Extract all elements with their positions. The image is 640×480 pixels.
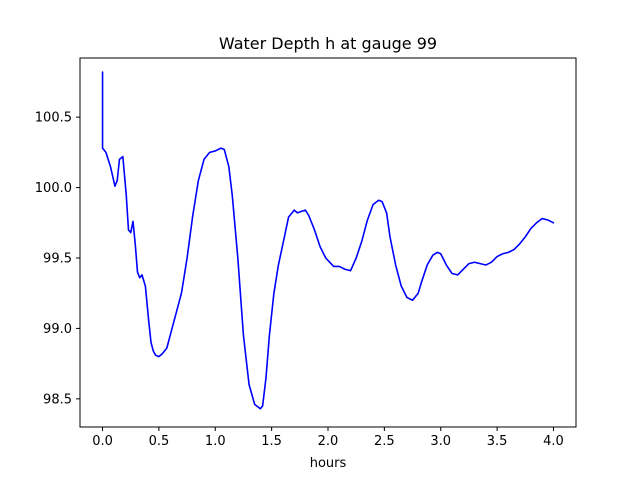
x-tick-label: 1.0 [205, 434, 226, 449]
y-tick-label: 100.5 [35, 111, 72, 126]
x-tick-label: 2.0 [318, 434, 339, 449]
x-tick-label: 0.5 [149, 434, 170, 449]
y-tick-label: 99.5 [43, 251, 72, 266]
x-tick-label: 1.5 [261, 434, 282, 449]
chart-title: Water Depth h at gauge 99 [219, 34, 437, 53]
y-tick-label: 100.0 [35, 181, 72, 196]
x-tick-label: 0.0 [92, 434, 113, 449]
x-axis: 0.0 0.5 1.0 1.5 2.0 2.5 3.0 3.5 4.0 [92, 427, 564, 449]
x-tick-label: 4.0 [543, 434, 564, 449]
x-axis-label: hours [310, 456, 347, 471]
series-line-0 [101, 71, 555, 410]
x-tick-label: 3.5 [487, 434, 508, 449]
y-axis: 98.5 99.0 99.5 100.0 100.5 [35, 111, 80, 407]
y-tick-label: 99.0 [43, 322, 72, 337]
y-tick-label: 98.5 [43, 392, 72, 407]
x-tick-label: 2.5 [374, 434, 395, 449]
x-tick-label: 3.0 [430, 434, 451, 449]
